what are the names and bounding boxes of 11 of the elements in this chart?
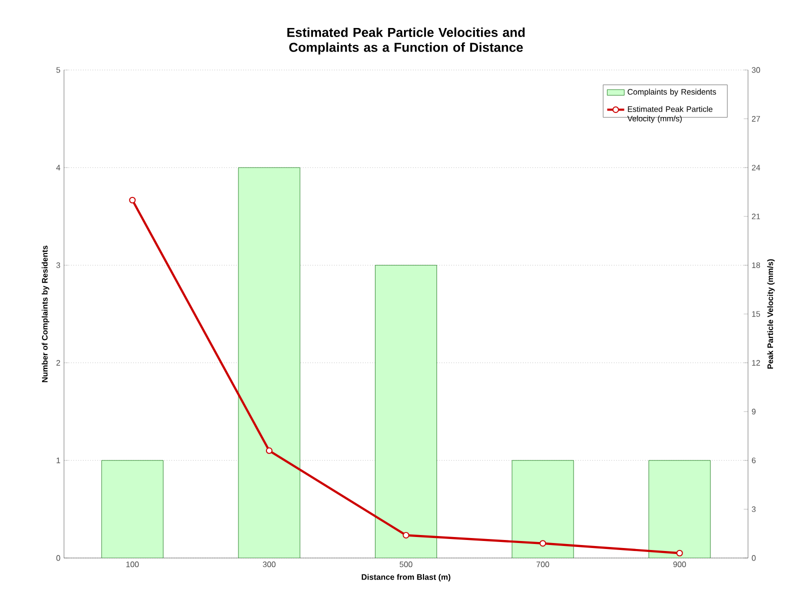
bar [375, 264, 437, 558]
bar [101, 460, 164, 558]
point [676, 550, 683, 556]
point [129, 196, 136, 204]
point [402, 532, 410, 539]
point [540, 540, 546, 547]
bar [238, 167, 300, 558]
bar [648, 460, 711, 558]
chart-title: Estimated Peak Particle Velocities and Complaints as a Function of Distance [287, 27, 525, 54]
point [266, 447, 272, 454]
bar [512, 460, 574, 558]
